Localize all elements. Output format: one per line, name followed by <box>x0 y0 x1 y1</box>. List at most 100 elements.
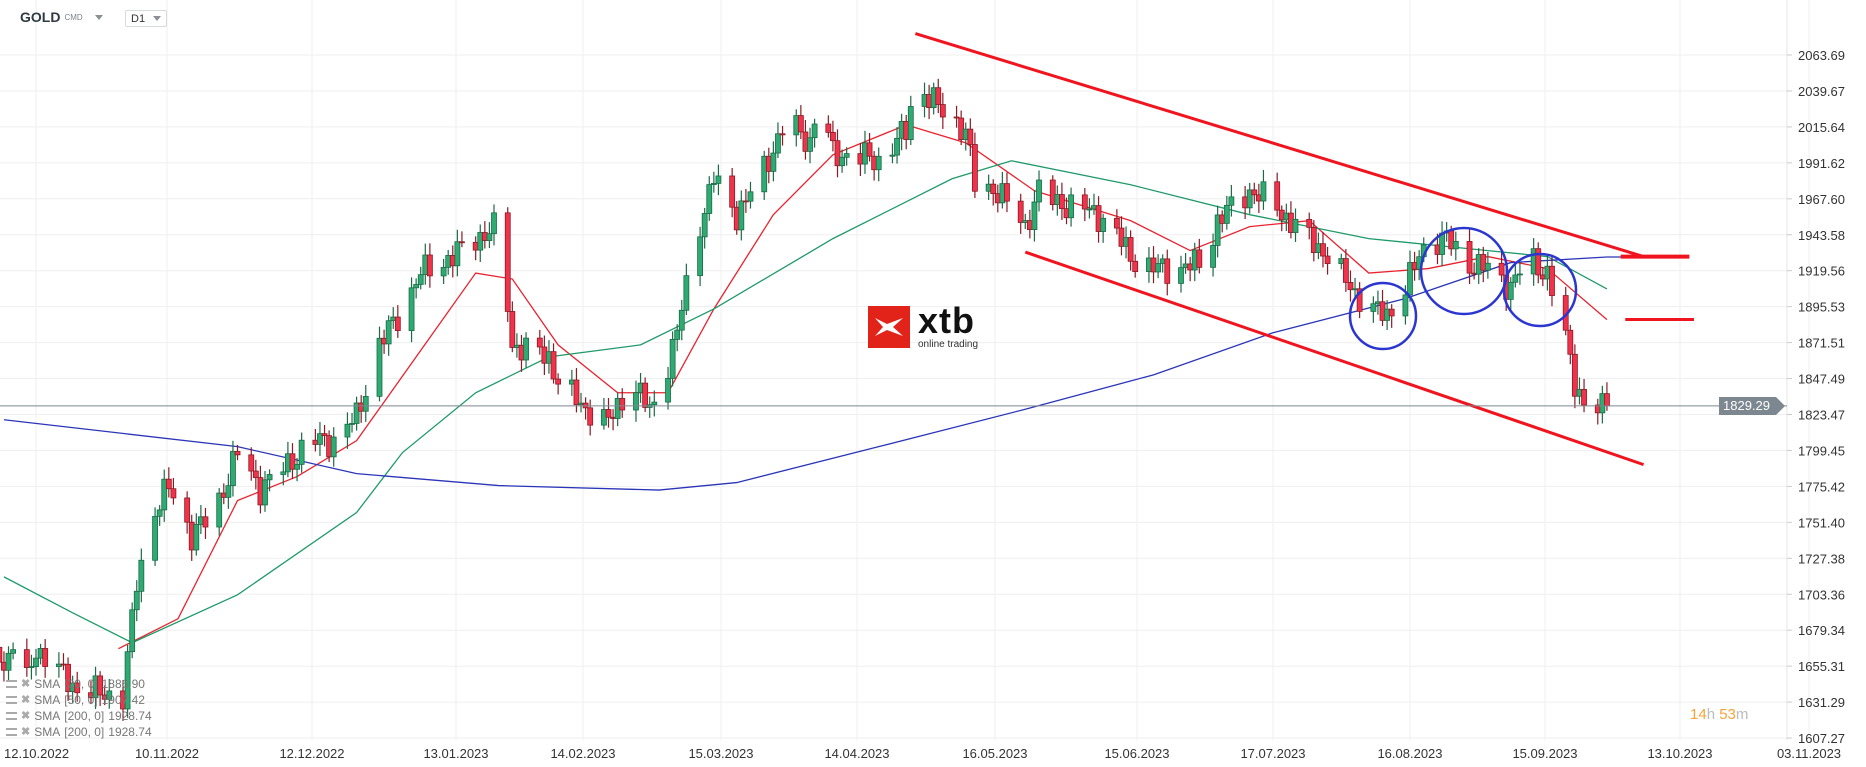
candle-body <box>1274 181 1281 211</box>
candle-body <box>1068 194 1074 219</box>
candle-body <box>642 382 649 408</box>
candle <box>1196 238 1203 274</box>
candle <box>1324 246 1331 275</box>
x-tick-label: 16.05.2023 <box>962 746 1027 761</box>
candle <box>1484 251 1491 279</box>
candle <box>1507 277 1514 311</box>
candle-body <box>665 377 671 403</box>
candle <box>362 385 369 422</box>
candle <box>839 149 845 173</box>
x-tick-label: 16.08.2023 <box>1377 746 1442 761</box>
remove-icon[interactable]: ✖ <box>21 678 31 690</box>
indicator-row[interactable]: ✖ SMA [20, 0] 1886.90 <box>6 676 152 692</box>
candle-body <box>294 463 300 470</box>
chevron-down-icon <box>94 14 103 20</box>
settings-icon[interactable] <box>6 696 17 704</box>
candle-body <box>252 470 259 478</box>
candle-body <box>710 182 717 186</box>
candle-body <box>747 191 754 202</box>
remove-icon[interactable]: ✖ <box>21 694 31 706</box>
indicator-row[interactable]: ✖ SMA [50, 0] 1907.42 <box>6 692 152 708</box>
candle-body <box>202 516 209 528</box>
candle <box>1370 296 1377 323</box>
candle <box>1310 220 1317 262</box>
candle-body <box>266 474 273 481</box>
settings-icon[interactable] <box>6 712 17 720</box>
candle-body <box>1132 260 1139 273</box>
candle <box>417 266 424 290</box>
candle <box>866 132 873 162</box>
indicator-row[interactable]: ✖ SMA [200, 0] 1928.74 <box>6 724 152 740</box>
annotations <box>914 32 1694 467</box>
settings-icon[interactable] <box>6 728 17 736</box>
candle <box>939 92 946 129</box>
candle <box>1388 304 1395 328</box>
y-tick-label: 1607.27 <box>1798 731 1845 746</box>
candle-body <box>674 329 681 340</box>
y-tick-label: 1991.62 <box>1798 156 1845 171</box>
candle <box>1132 254 1139 278</box>
candles <box>0 78 1610 721</box>
indicator-row[interactable]: ✖ SMA [200, 0] 1928.74 <box>6 708 152 724</box>
candle-body <box>1567 329 1574 355</box>
candle-body <box>349 423 355 425</box>
chevron-down-icon <box>153 16 161 21</box>
remove-icon[interactable]: ✖ <box>21 710 31 722</box>
candle-body <box>417 274 424 285</box>
current-price-label: 1829.29 <box>1719 396 1785 415</box>
candle <box>1260 169 1267 210</box>
candle-body <box>10 649 17 654</box>
xtb-logo: xtb online trading <box>868 303 978 351</box>
candle-body <box>587 407 594 426</box>
candle-body <box>1210 245 1216 268</box>
candle <box>298 432 305 473</box>
candle <box>1086 198 1093 219</box>
x-tick-label: 17.07.2023 <box>1240 746 1305 761</box>
candle-body <box>1342 258 1349 283</box>
candle <box>875 147 882 182</box>
candle <box>1535 242 1542 284</box>
candle-body <box>523 337 529 361</box>
candle-body <box>133 590 140 611</box>
candle <box>1223 195 1230 230</box>
logo-tagline: online trading <box>918 339 979 350</box>
candle-body <box>353 402 360 424</box>
candle <box>1059 182 1065 221</box>
moving-averages <box>3 124 1644 650</box>
candle <box>935 78 942 114</box>
candle <box>1347 270 1354 302</box>
candle-body <box>1196 249 1203 268</box>
candle <box>1342 248 1349 292</box>
candle <box>252 459 259 490</box>
candle <box>550 343 557 384</box>
candle-body <box>811 123 818 139</box>
candle <box>1100 213 1107 243</box>
candle <box>230 440 236 497</box>
sma-line <box>3 160 1608 644</box>
x-tick-label: 15.03.2023 <box>688 746 753 761</box>
timeframe-dropdown[interactable]: D1 <box>125 10 167 27</box>
candle <box>161 469 168 522</box>
candle <box>889 143 896 164</box>
candle-body <box>550 351 557 380</box>
candle-body <box>165 478 172 490</box>
candle-body <box>807 137 813 152</box>
remove-icon[interactable]: ✖ <box>21 726 31 738</box>
candle-body <box>894 137 900 156</box>
settings-icon[interactable] <box>6 680 17 688</box>
candle-body <box>454 241 461 267</box>
candle-body <box>491 212 497 235</box>
x-tick-label: 14.04.2023 <box>824 746 889 761</box>
candle-body <box>1036 179 1042 203</box>
candle-body <box>1402 294 1409 317</box>
candle-body <box>1223 204 1230 224</box>
candle-body <box>715 175 722 184</box>
candle-countdown: 14h 53m <box>1690 706 1749 723</box>
candle <box>165 467 172 498</box>
candle-body <box>1260 181 1267 202</box>
candle <box>967 118 974 156</box>
candle-body <box>770 152 777 172</box>
symbol-selector[interactable]: GOLD CMD <box>20 9 103 25</box>
date-axis: 12.10.2022 10.11.2022 12.12.2022 13.01.2023… <box>4 746 1841 761</box>
